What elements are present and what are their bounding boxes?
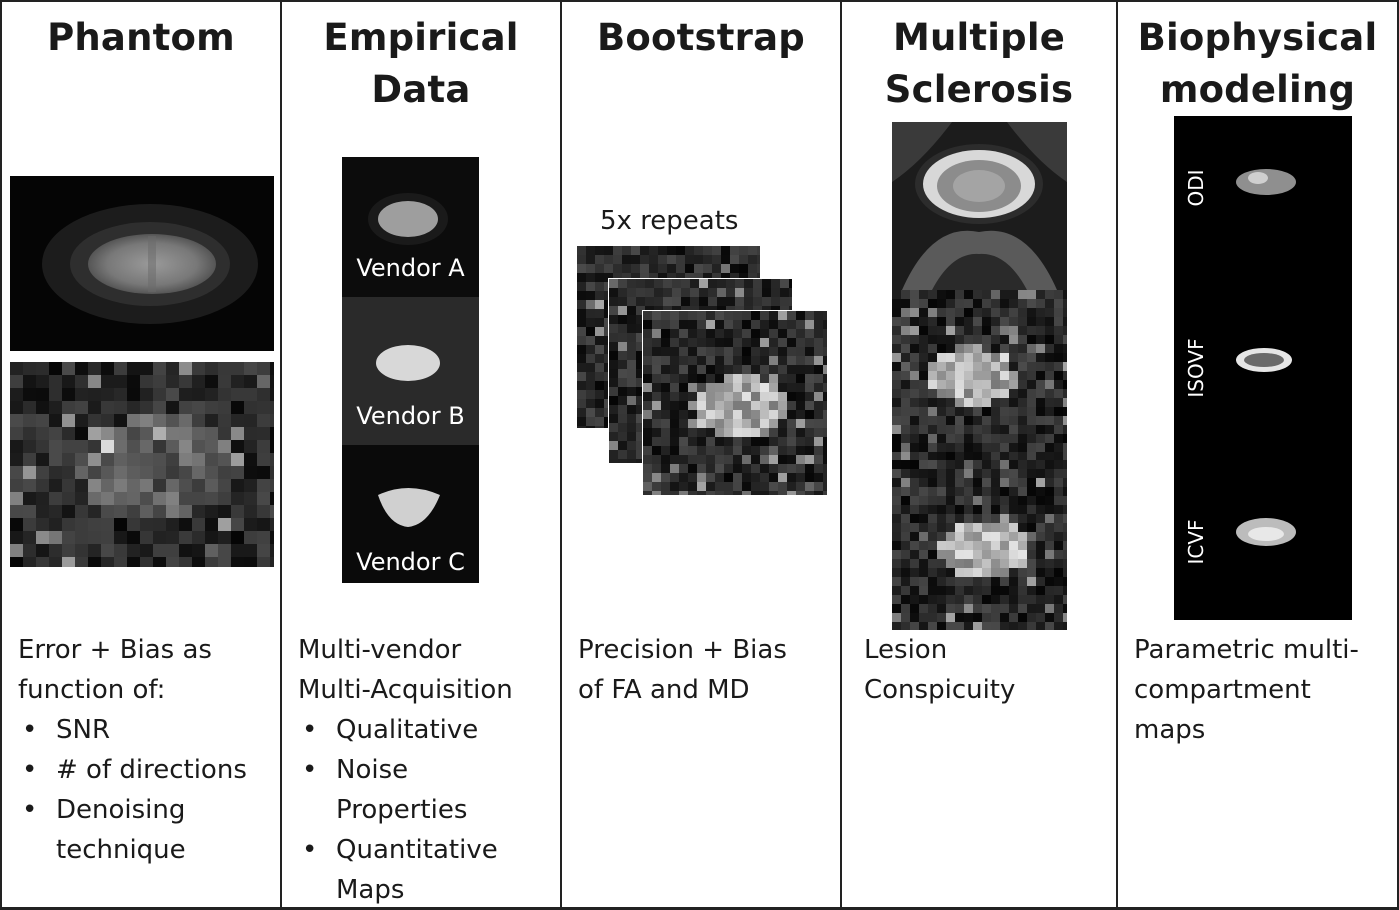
- title-line: Bootstrap: [597, 16, 805, 59]
- bootstrap-noise-front: [643, 311, 827, 495]
- vendor-c-svg: [378, 488, 440, 527]
- ms-anatomical-image: [892, 122, 1067, 290]
- intro-line: Multi-Acquisition: [298, 675, 513, 705]
- intro-line: Parametric multi-: [1134, 635, 1359, 665]
- ms-dwi-image-1: [892, 290, 1067, 460]
- intro-line: maps: [1134, 715, 1206, 745]
- column-phantom: Phantom Error + Bia: [2, 2, 282, 907]
- bullet-item: SNR: [18, 710, 274, 750]
- vendor-label: Vendor B: [356, 402, 465, 430]
- title-line: Data: [371, 68, 471, 111]
- bootstrap-stack-front: [642, 310, 828, 496]
- phantom-noisy-svg: [10, 362, 274, 567]
- vendor-label: Vendor A: [356, 254, 465, 282]
- column-multiple-sclerosis: Multiple Sclerosis Lesion Conspic: [842, 2, 1118, 907]
- map-label: ODI: [1184, 169, 1208, 207]
- vendor-b-image: Vendor B: [342, 297, 479, 445]
- column-description: Error + Bias as function of: SNR # of di…: [18, 630, 274, 870]
- vendor-a-svg: [368, 193, 448, 245]
- bullet-item: # of directions: [18, 750, 274, 790]
- vendor-a-image: Vendor A: [342, 157, 479, 297]
- column-description: Parametric multi- compartment maps: [1134, 630, 1391, 750]
- column-title: Empirical Data: [282, 12, 560, 116]
- intro-line: function of:: [18, 675, 166, 705]
- vendor-b-svg: [376, 345, 440, 381]
- intro-line: of FA and MD: [578, 675, 750, 705]
- column-title: Biophysical modeling: [1118, 12, 1397, 116]
- title-line: modeling: [1159, 68, 1356, 111]
- intro-line: Multi-vendor: [298, 635, 462, 665]
- intro-line: Precision + Bias: [578, 635, 787, 665]
- column-description: Lesion Conspicuity: [864, 630, 1110, 710]
- column-title: Phantom: [2, 12, 280, 64]
- intro-line: Lesion: [864, 635, 948, 665]
- title-line: Phantom: [47, 16, 235, 59]
- ms-noise-1: [892, 290, 1067, 460]
- bullet-item: Qualitative: [298, 710, 554, 750]
- phantom-clean-image: [10, 176, 274, 351]
- column-biophysical-modeling: Biophysical modeling ODI ISOVF ICVF Para…: [1118, 2, 1397, 907]
- vendor-c-image: Vendor C: [342, 445, 479, 583]
- column-empirical-data: Empirical Data Vendor A Vendor B Vendor …: [282, 2, 562, 907]
- column-description: Precision + Bias of FA and MD: [578, 630, 834, 710]
- map-label: ICVF: [1184, 519, 1208, 565]
- phantom-clean-svg: [10, 176, 274, 351]
- biophysical-maps-image: ODI ISOVF ICVF: [1174, 116, 1352, 620]
- column-title: Multiple Sclerosis: [842, 12, 1116, 116]
- title-line: Empirical: [323, 16, 519, 59]
- title-line: Biophysical: [1137, 16, 1378, 59]
- biophysical-maps-svg: [1174, 116, 1352, 620]
- column-bootstrap: Bootstrap 5x repeats Precision + Bias of…: [562, 2, 842, 907]
- column-description: Multi-vendor Multi-Acquisition Qualitati…: [298, 630, 554, 907]
- ms-noise-2: [892, 460, 1067, 630]
- ms-anatomical-svg: [892, 122, 1067, 290]
- repeats-label: 5x repeats: [600, 206, 739, 236]
- intro-line: Error + Bias as: [18, 635, 212, 665]
- title-line: Multiple: [892, 16, 1066, 59]
- column-title: Bootstrap: [562, 12, 840, 64]
- ms-dwi-image-2: [892, 460, 1067, 630]
- map-label: ISOVF: [1184, 338, 1208, 398]
- intro-line: Conspicuity: [864, 675, 1016, 705]
- intro-line: compartment: [1134, 675, 1311, 705]
- title-line: Sclerosis: [884, 68, 1074, 111]
- phantom-noisy-image: [10, 362, 274, 567]
- vendor-label: Vendor C: [356, 548, 465, 576]
